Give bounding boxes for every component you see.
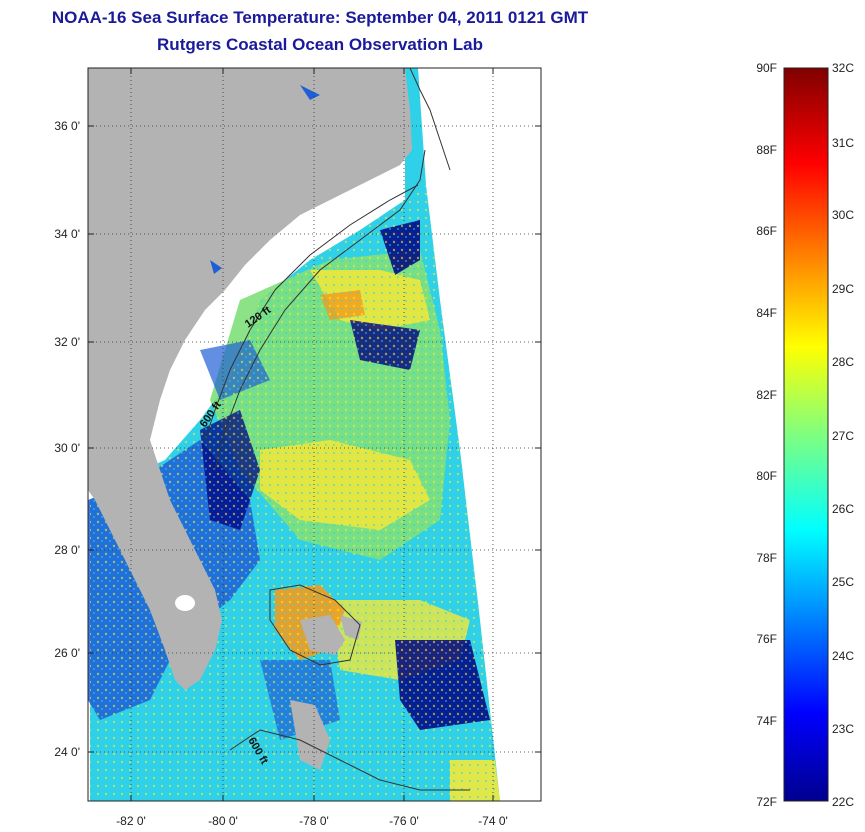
lat-tick-label: 28 0' bbox=[54, 543, 80, 557]
contour-bahamas bbox=[269, 584, 361, 666]
colorbar-c-label: 28C bbox=[832, 355, 855, 369]
lat-tick-label: 36 0' bbox=[54, 119, 80, 133]
map-title: NOAA-16 Sea Surface Temperature: Septemb… bbox=[51, 8, 589, 27]
lat-tick-label: 30 0' bbox=[54, 441, 80, 455]
inland-water bbox=[210, 260, 222, 274]
colorbar-c-label: 26C bbox=[832, 502, 855, 516]
land-bahamas bbox=[300, 615, 345, 655]
contour-600ft bbox=[214, 149, 426, 471]
lon-tick-label: -82 0' bbox=[116, 814, 146, 828]
contour-south bbox=[229, 729, 470, 791]
land-us-east-coast bbox=[88, 68, 412, 690]
tick-marks bbox=[88, 68, 541, 801]
colorbar-c-label: 24C bbox=[832, 649, 855, 663]
colorbar-c-label: 23C bbox=[832, 722, 855, 736]
lon-tick-label: -76 0' bbox=[389, 814, 419, 828]
colorbar-f-label: 78F bbox=[756, 551, 777, 565]
lon-tick-label: -74 0' bbox=[478, 814, 508, 828]
lat-tick-label: 26 0' bbox=[54, 646, 80, 660]
contour-coast bbox=[409, 68, 451, 171]
colorbar-c-label: 32C bbox=[832, 61, 855, 75]
colorbar-f-label: 74F bbox=[756, 714, 777, 728]
lon-tick-label: -80 0' bbox=[208, 814, 238, 828]
lat-tick-label: 34 0' bbox=[54, 227, 80, 241]
contour-120ft bbox=[204, 184, 419, 441]
colorbar-c-label: 30C bbox=[832, 208, 855, 222]
lon-tick-label: -78 0' bbox=[299, 814, 329, 828]
colorbar-gradient bbox=[783, 67, 829, 802]
colorbar-f-label: 82F bbox=[756, 388, 777, 402]
map-subtitle: Rutgers Coastal Ocean Observation Lab bbox=[157, 35, 483, 54]
colorbar-f-label: 84F bbox=[756, 306, 777, 320]
colorbar-f-label: 86F bbox=[756, 224, 777, 238]
colorbar-c-label: 25C bbox=[832, 575, 855, 589]
lake-okeechobee bbox=[175, 595, 195, 611]
inland-water bbox=[300, 85, 320, 100]
colorbar-f-label: 72F bbox=[756, 795, 777, 809]
colorbar-c-label: 27C bbox=[832, 429, 855, 443]
lat-tick-label: 24 0' bbox=[54, 745, 80, 759]
colorbar-f-label: 90F bbox=[756, 61, 777, 75]
lat-tick-label: 32 0' bbox=[54, 335, 80, 349]
colorbar-f-label: 76F bbox=[756, 632, 777, 646]
colorbar-f-label: 80F bbox=[756, 469, 777, 483]
colorbar-c-label: 29C bbox=[832, 282, 855, 296]
colorbar-f-label: 88F bbox=[756, 143, 777, 157]
colorbar-c-label: 22C bbox=[832, 795, 855, 809]
land-cuba bbox=[290, 700, 330, 770]
colorbar-c-label: 31C bbox=[832, 136, 855, 150]
